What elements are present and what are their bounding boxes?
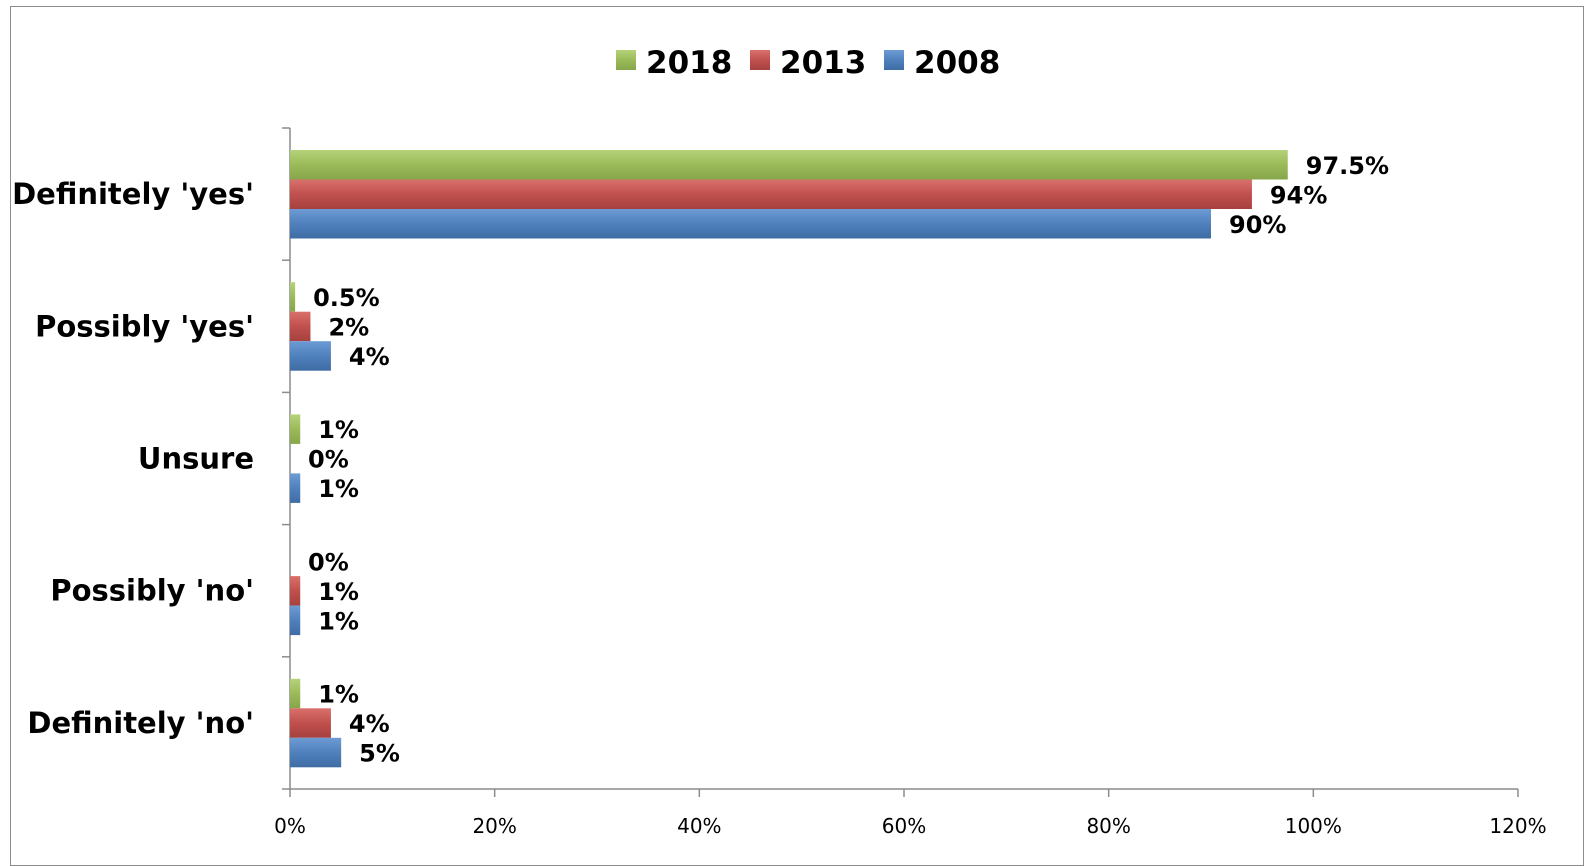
bar-2013 (290, 708, 331, 738)
bar-2008 (290, 341, 331, 371)
bar-2008 (290, 737, 342, 768)
legend: 2018 2013 2008 (616, 45, 1000, 81)
bar-2013 (290, 311, 311, 342)
category-label: Possibly 'no' (50, 574, 254, 608)
x-tick-label: 20% (472, 814, 516, 838)
x-tick-label: 100% (1285, 814, 1342, 838)
data-label-2018: 0.5% (313, 284, 380, 312)
legend-label-2018: 2018 (646, 45, 732, 81)
bar-2018 (290, 150, 1288, 180)
x-tick-label: 60% (882, 814, 926, 838)
data-label-2018: 1% (318, 416, 359, 444)
data-label-2008: 5% (359, 740, 400, 768)
bar-2013 (290, 576, 301, 606)
data-label-2018: 1% (318, 681, 359, 709)
x-tick-label: 80% (1086, 814, 1130, 838)
data-label-2013: 94% (1270, 181, 1327, 209)
category-label: Definitely 'yes' (12, 177, 254, 211)
data-label-2013: 2% (328, 313, 369, 341)
data-label-2013: 0% (308, 446, 349, 474)
bar-2008 (290, 605, 301, 636)
x-tick-label: 0% (274, 814, 306, 838)
category-label: Possibly 'yes' (35, 309, 254, 343)
category-label: Unsure (138, 442, 254, 476)
legend-label-2008: 2008 (914, 45, 1000, 81)
bar-2018 (290, 414, 301, 444)
data-label-2008: 1% (318, 607, 359, 635)
data-label-2008: 4% (349, 343, 390, 371)
legend-swatch-2008 (884, 50, 904, 70)
data-label-2018: 97.5% (1306, 152, 1389, 180)
chart-frame (10, 6, 1584, 866)
x-tick-label: 120% (1489, 814, 1546, 838)
data-label-2013: 4% (349, 710, 390, 738)
category-label: Definitely 'no' (27, 706, 254, 740)
data-label-2018: 0% (308, 548, 349, 576)
bar-2013 (290, 179, 1252, 209)
bars: 97.5%94%90%0.5%2%4%1%0%1%0%1%1%1%4%5% (290, 150, 1389, 768)
bar-2008 (290, 473, 301, 503)
bar-2018 (290, 282, 296, 312)
legend-swatch-2018 (616, 50, 636, 70)
data-label-2008: 1% (318, 475, 359, 503)
x-tick-label: 40% (677, 814, 721, 838)
data-label-2013: 1% (318, 578, 359, 606)
data-label-2008: 90% (1229, 211, 1286, 239)
legend-swatch-2013 (750, 50, 770, 70)
bar-2008 (290, 209, 1211, 239)
bar-2018 (290, 678, 301, 709)
legend-label-2013: 2013 (780, 45, 866, 81)
